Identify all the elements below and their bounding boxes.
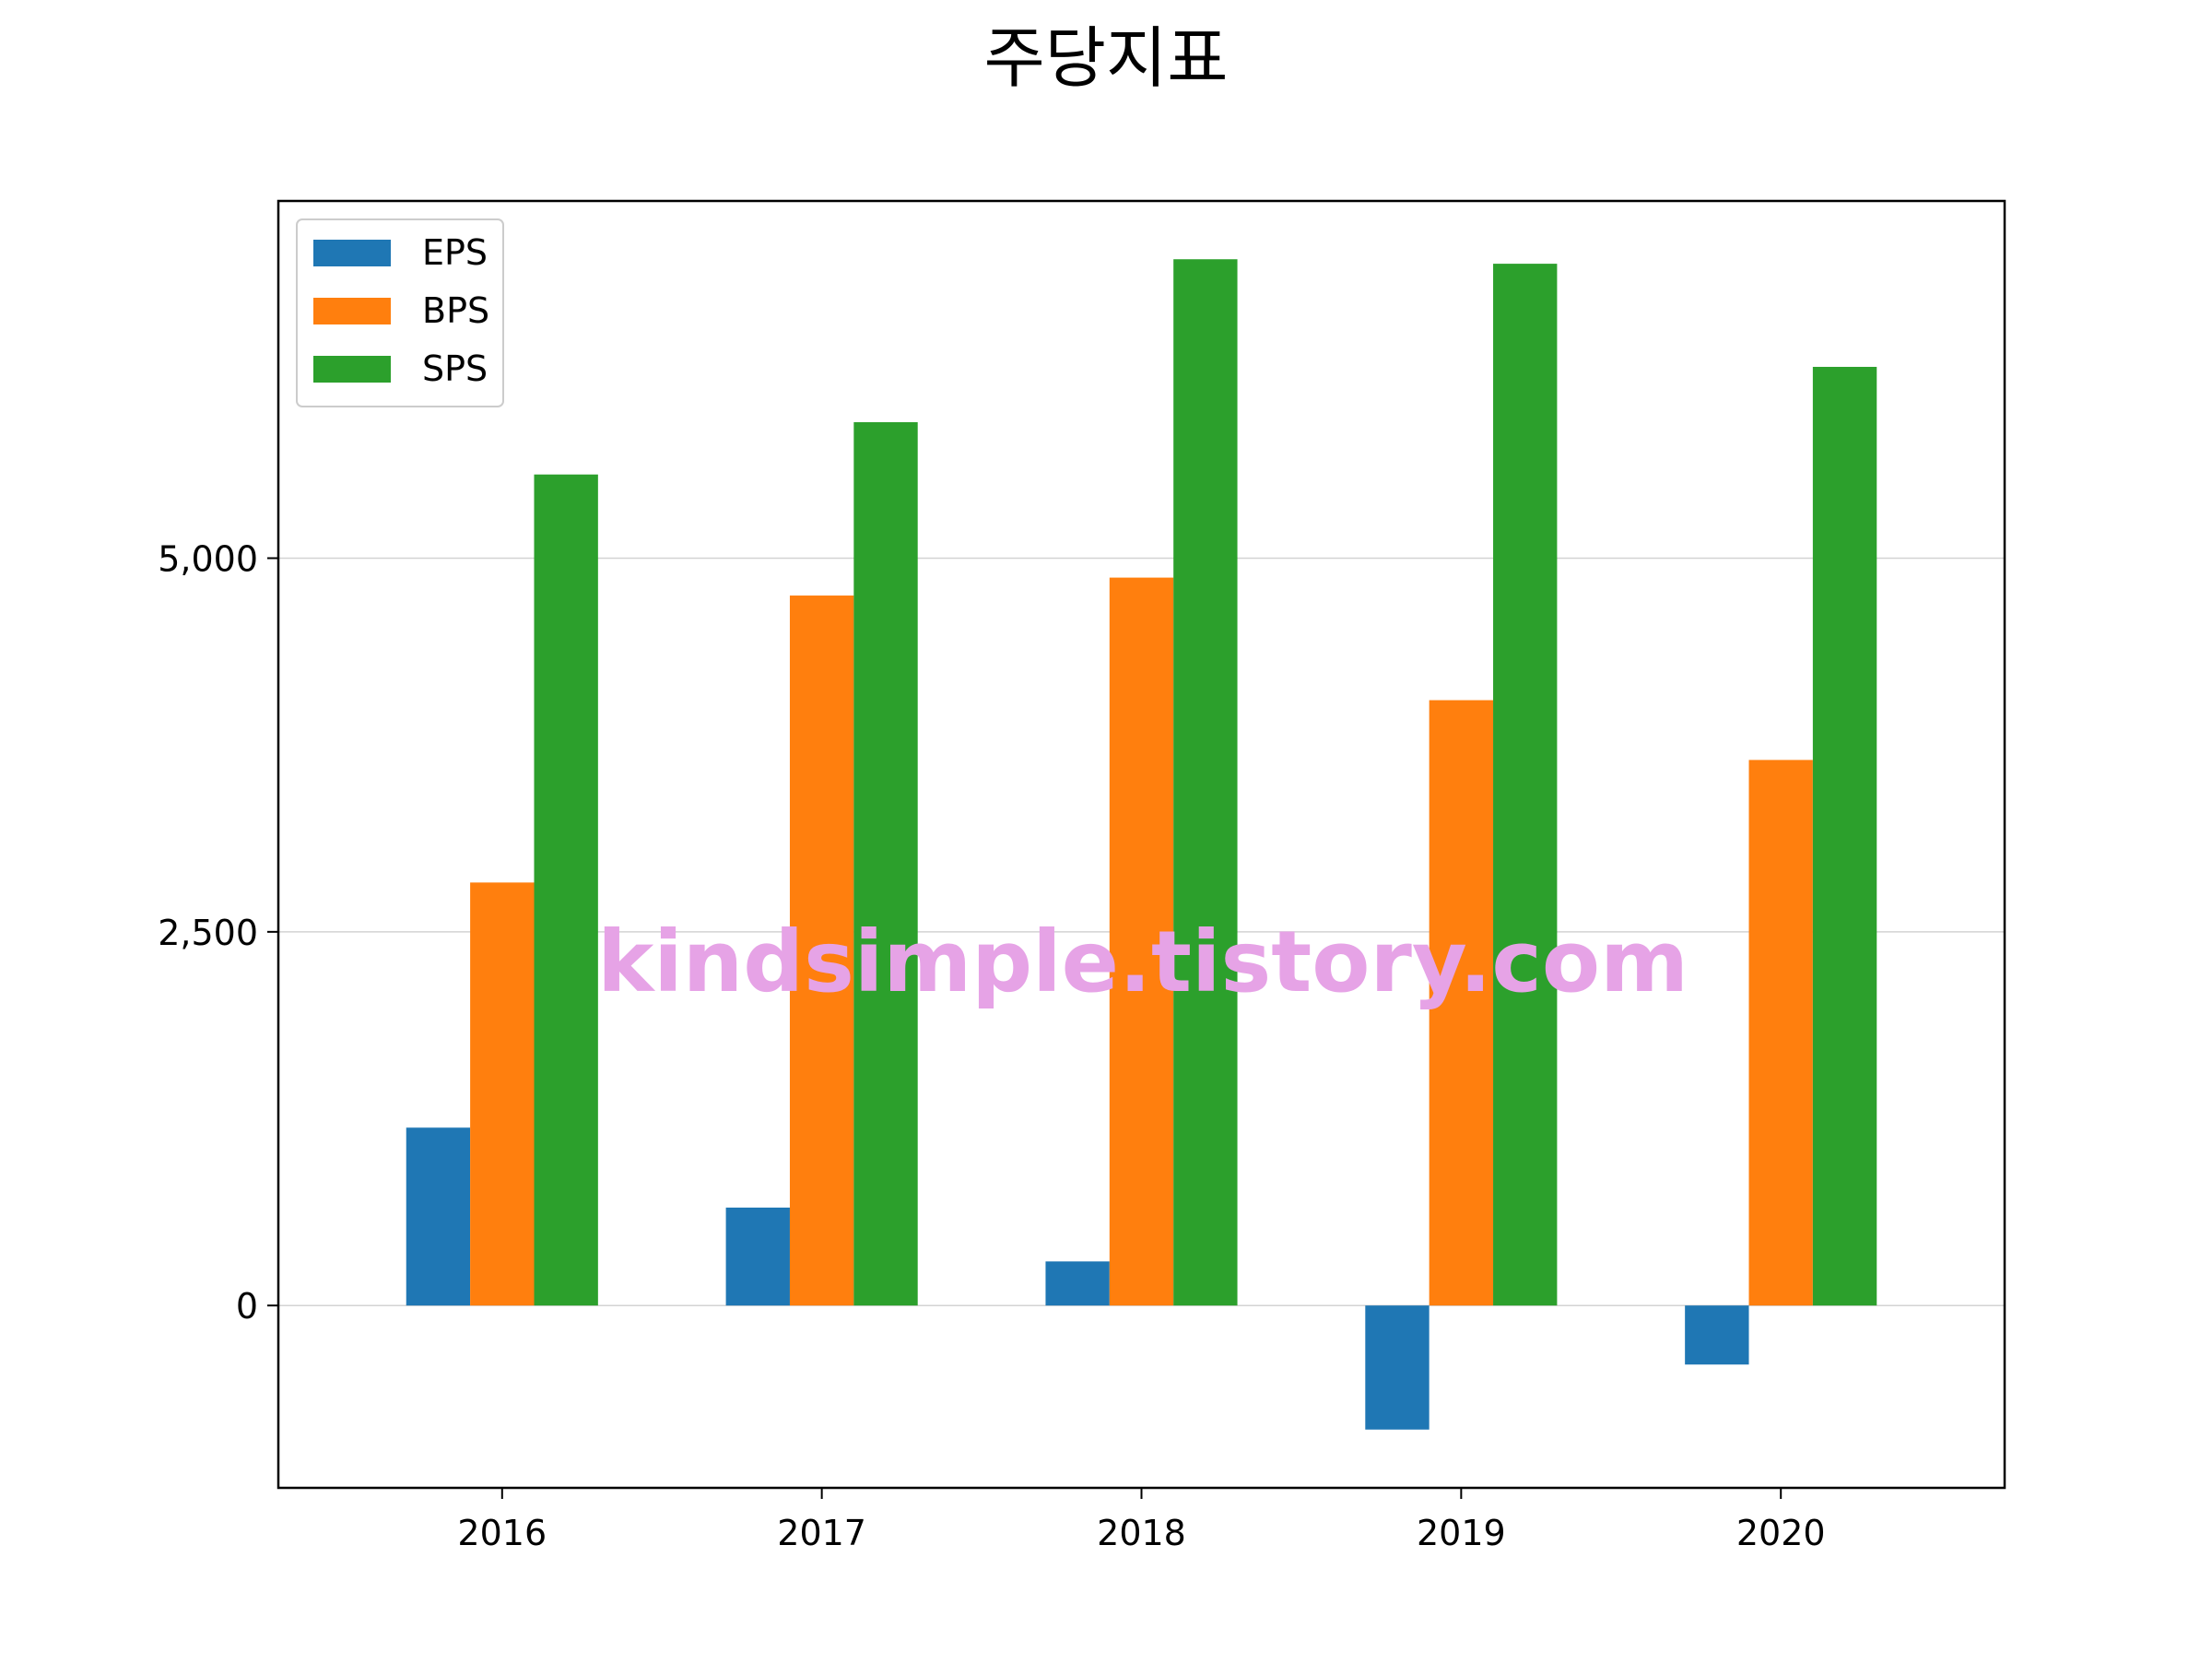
bar-bps-2020 (1748, 760, 1813, 1306)
bar-bps-2017 (789, 596, 854, 1306)
y-axis: 0 2,500 5,000 (158, 539, 278, 1327)
x-tick-label: 2019 (1417, 1513, 1506, 1553)
bar-eps-2016 (406, 1127, 471, 1306)
x-tick-label: 2017 (777, 1513, 866, 1553)
bar-eps-2017 (725, 1207, 790, 1306)
legend-swatch-eps (313, 240, 391, 266)
legend-swatch-sps (313, 356, 391, 383)
legend-swatch-bps (313, 298, 391, 324)
y-tick-label: 0 (236, 1286, 258, 1327)
bar-sps-2017 (853, 421, 918, 1306)
y-tick-label: 5,000 (158, 539, 258, 580)
bar-sps-2018 (1173, 259, 1238, 1306)
bar-eps-2018 (1045, 1261, 1110, 1306)
x-tick-label: 2018 (1097, 1513, 1186, 1553)
x-tick-label: 2020 (1736, 1513, 1826, 1553)
bar-eps-2020 (1685, 1305, 1749, 1365)
bar-sps-2016 (534, 474, 598, 1306)
bar-bps-2019 (1429, 700, 1494, 1306)
legend-label-eps: EPS (422, 232, 488, 273)
bar-sps-2020 (1812, 366, 1877, 1306)
legend: EPS BPS SPS (296, 218, 504, 407)
bar-bps-2016 (470, 882, 535, 1306)
x-axis: 2016 2017 2018 2019 2020 (457, 1488, 1826, 1553)
legend-label-sps: SPS (422, 348, 488, 389)
y-tick-label: 2,500 (158, 913, 258, 953)
chart-title: 주당지표 (984, 19, 1229, 97)
x-tick-label: 2016 (457, 1513, 547, 1553)
legend-label-bps: BPS (422, 290, 489, 331)
bar-eps-2019 (1365, 1305, 1430, 1430)
bars (406, 259, 1877, 1430)
watermark-text: kindsimple.tistory.com (597, 913, 1688, 1011)
bar-bps-2018 (1109, 577, 1174, 1306)
bar-sps-2019 (1493, 264, 1558, 1306)
